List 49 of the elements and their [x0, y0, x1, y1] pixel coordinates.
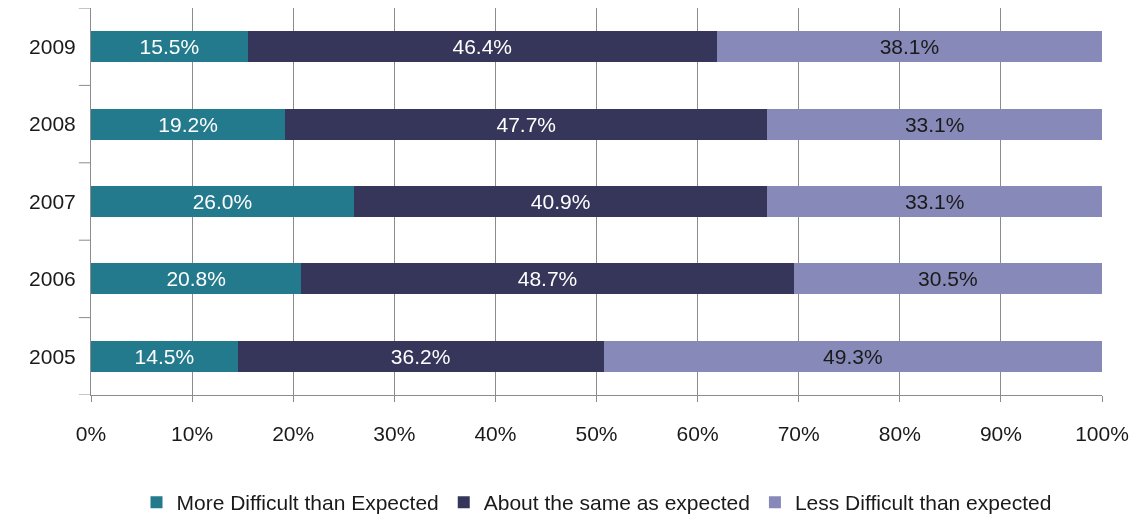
data-label: 33.1% [904, 112, 965, 136]
legend-label: About the same as expected [483, 491, 750, 515]
data-label: 33.1% [904, 190, 965, 213]
x-tick-label: 50% [575, 422, 618, 446]
x-tick-label: 100% [1075, 422, 1129, 446]
bar [603, 340, 1102, 372]
y-tick-label: 2008 [29, 112, 76, 136]
bar [301, 263, 794, 295]
bar [353, 186, 768, 217]
bar [237, 340, 604, 372]
y-tick-label: 2009 [29, 35, 76, 59]
bar [767, 186, 1102, 217]
bar [91, 31, 248, 63]
data-label: 47.7% [496, 112, 557, 136]
x-tick-label: 10% [171, 422, 214, 446]
x-tick-label: 20% [272, 422, 315, 446]
bar [91, 263, 302, 295]
bar [91, 186, 354, 217]
data-label: 46.4% [452, 35, 513, 59]
x-tick-label: 70% [777, 422, 820, 446]
y-tick-label: 2007 [29, 189, 76, 213]
data-label: 14.5% [134, 344, 195, 368]
y-tick-label: 2006 [29, 267, 76, 291]
data-label: 30.5% [918, 267, 978, 291]
data-label: 26.0% [192, 190, 253, 213]
data-label: 49.3% [823, 344, 883, 368]
bar [716, 31, 1102, 63]
legend-label: More Difficult than Expected [176, 491, 439, 515]
data-label: 40.9% [530, 190, 591, 213]
bar [285, 108, 768, 140]
bar [247, 31, 717, 63]
bar [793, 263, 1102, 295]
x-tick-label: 30% [373, 422, 416, 446]
x-tick-label: 0% [75, 422, 107, 446]
x-tick-label: 90% [979, 422, 1022, 446]
x-tick-label: 80% [878, 422, 921, 446]
x-tick-label: 40% [474, 422, 517, 446]
bar [91, 340, 238, 372]
x-tick-label: 60% [676, 422, 719, 446]
bar [767, 108, 1102, 140]
data-label: 48.7% [517, 267, 578, 291]
data-label: 20.8% [166, 267, 226, 291]
data-label: 19.2% [158, 112, 218, 136]
y-tick-label: 2005 [29, 344, 76, 368]
data-label: 15.5% [139, 35, 200, 59]
bar [91, 108, 286, 140]
data-label: 36.2% [390, 344, 451, 368]
legend-label: Less Difficult than expected [794, 491, 1052, 515]
data-label: 38.1% [879, 35, 940, 59]
